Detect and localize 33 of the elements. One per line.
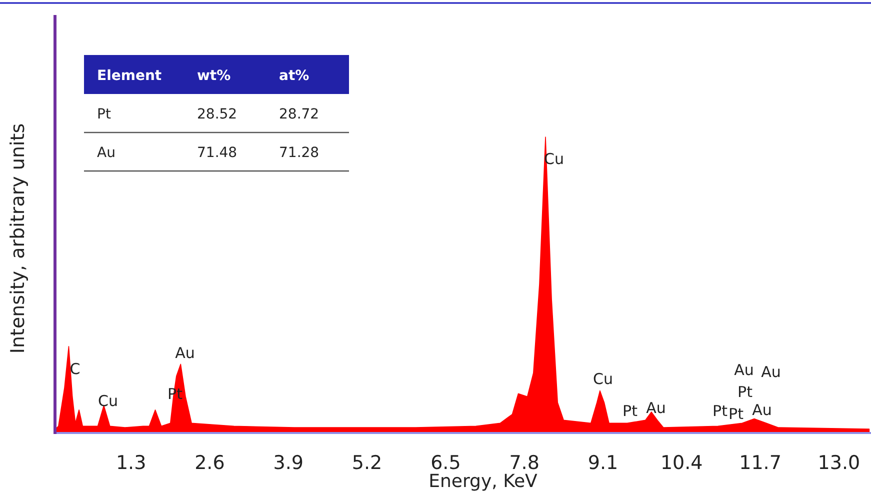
annotation: Pt: [728, 405, 744, 423]
category-label: Pt: [97, 106, 112, 122]
annotation: Pt: [738, 383, 753, 401]
annotation: Au: [646, 399, 666, 417]
x-axis-title: Energy, KeV: [428, 471, 538, 492]
annotation: Au: [752, 401, 772, 419]
x-tick-label: 2.6: [194, 452, 225, 474]
x-tick-label: 6.5: [430, 452, 461, 474]
annotation: Au: [761, 363, 781, 381]
text: at%: [279, 68, 310, 84]
data-label: 28.52: [197, 106, 238, 122]
annotation: Au: [175, 344, 195, 362]
data-label: 71.28: [279, 145, 320, 161]
x-tick-label: 10.4: [660, 452, 703, 474]
annotation: Pt: [622, 402, 638, 420]
annotation: C: [70, 360, 80, 378]
x-tick-label: 11.7: [739, 452, 782, 474]
text: wt%: [197, 68, 231, 84]
x-tick-label: 13.0: [818, 452, 860, 474]
text: Element: [97, 68, 162, 84]
x-tick-label: 1.3: [116, 452, 146, 474]
x-tick-label: 7.8: [509, 452, 540, 474]
category-label: Au: [97, 145, 116, 161]
annotation: Cu: [98, 392, 118, 410]
annotation: Pt: [712, 402, 728, 420]
x-tick-label: 3.9: [273, 452, 304, 474]
x-tick-label: 5.2: [352, 452, 382, 474]
annotation: Cu: [593, 370, 613, 388]
data-label: 28.72: [279, 106, 320, 122]
annotation: Au: [734, 361, 754, 379]
y-axis-title: Intensity, arbitrary units: [7, 123, 29, 354]
data-label: 71.48: [197, 145, 238, 161]
x-tick-label: 9.1: [588, 452, 618, 474]
